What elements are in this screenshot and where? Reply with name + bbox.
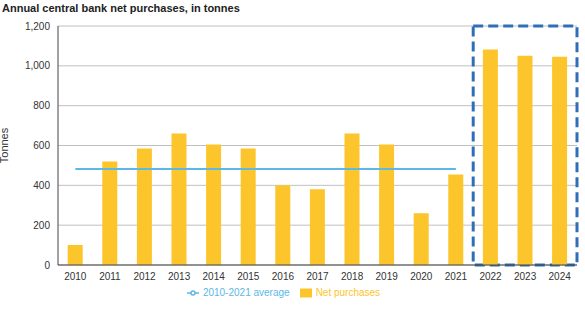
html-text:2010-2021 average: 2010-2021 average xyxy=(202,287,290,298)
svg-text:2023: 2023 xyxy=(514,271,537,282)
html-text:Annual central bank net purcha: Annual central bank net purchases, in to… xyxy=(2,2,240,14)
svg-text:2015: 2015 xyxy=(237,271,260,282)
svg-text:2012: 2012 xyxy=(133,271,156,282)
svg-text:2010: 2010 xyxy=(64,271,87,282)
html-text:Net purchases: Net purchases xyxy=(315,287,381,298)
svg-text:1,200: 1,200 xyxy=(25,21,50,32)
svg-text:2022: 2022 xyxy=(479,271,502,282)
svg-text:2024: 2024 xyxy=(549,271,572,282)
svg-text:2020: 2020 xyxy=(410,271,433,282)
svg-text:800: 800 xyxy=(33,100,50,111)
svg-text:2013: 2013 xyxy=(168,271,191,282)
svg-text:200: 200 xyxy=(33,220,50,231)
svg-text:2016: 2016 xyxy=(272,271,295,282)
svg-text:2019: 2019 xyxy=(376,271,399,282)
svg-text:2017: 2017 xyxy=(306,271,329,282)
svg-text:400: 400 xyxy=(33,180,50,191)
svg-text:600: 600 xyxy=(33,140,50,151)
svg-text:2014: 2014 xyxy=(203,271,226,282)
svg-text:1,000: 1,000 xyxy=(25,60,50,71)
svg-text:2011: 2011 xyxy=(99,271,121,282)
svg-text:0: 0 xyxy=(44,260,50,271)
svg-text:Tonnes: Tonnes xyxy=(8,127,10,163)
svg-text:2021: 2021 xyxy=(445,271,468,282)
svg-text:2018: 2018 xyxy=(341,271,364,282)
